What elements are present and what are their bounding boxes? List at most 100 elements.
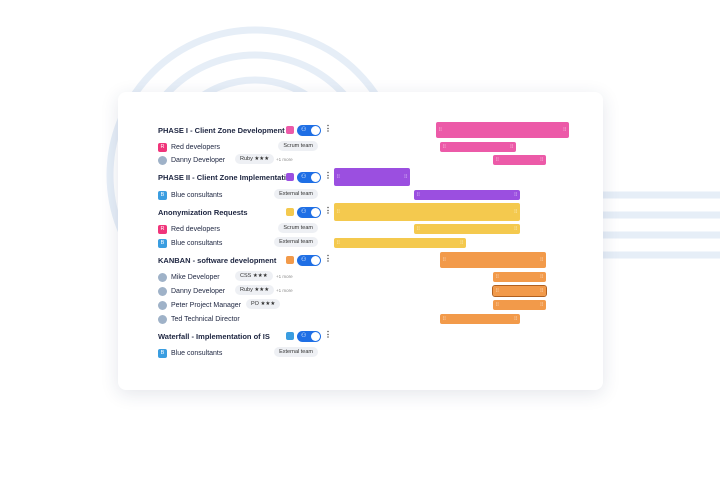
gantt-bar[interactable]: ⁞⁞ ⁞⁞ — [414, 224, 520, 234]
gantt-bar[interactable]: ⁞⁞ ⁞⁞ — [493, 300, 546, 310]
team-badge: B — [158, 348, 167, 358]
row-label: Mike Developer — [171, 273, 220, 281]
person-row[interactable]: Danny Developer — [158, 284, 225, 298]
drag-handle-icon[interactable]: ⁞⁞ — [496, 157, 499, 163]
gantt-bar[interactable]: ⁞⁞ ⁞⁞ — [440, 314, 520, 324]
drag-handle-icon[interactable]: ⁞⁞ — [514, 316, 517, 322]
drag-handle-icon[interactable]: ⁞⁞ — [443, 316, 446, 322]
person-row[interactable]: Ted Technical Director — [158, 312, 240, 326]
avatar — [158, 155, 167, 165]
team-badge: R — [158, 224, 167, 234]
color-swatch[interactable] — [286, 173, 294, 181]
team-toggle[interactable]: ⚇ — [297, 207, 321, 218]
phase-row[interactable]: PHASE I - Client Zone Development ... — [158, 123, 293, 137]
tag-chip: Scrum team — [278, 141, 318, 151]
drag-handle-icon[interactable]: ⁞⁞ — [496, 302, 499, 308]
person-row[interactable]: Peter Project Manager — [158, 298, 241, 312]
gantt-bar[interactable]: ⁞⁞ ⁞⁞ — [440, 142, 516, 152]
drag-handle-icon[interactable]: ⁞⁞ — [540, 302, 543, 308]
more-link[interactable]: +1 more — [276, 274, 293, 279]
avatar — [158, 272, 167, 282]
tag-chip: External team — [274, 347, 318, 357]
color-swatch[interactable] — [286, 126, 294, 134]
gantt-bar[interactable]: ⁞⁞ ⁞⁞ — [334, 238, 466, 248]
gantt-bar[interactable]: ⁞⁞ ⁞⁞ — [334, 168, 410, 186]
team-row[interactable]: B Blue consultants — [158, 188, 222, 202]
avatar — [158, 300, 167, 310]
phase-row[interactable]: KANBAN - software development — [158, 253, 276, 267]
gantt-bar[interactable]: ⁞⁞ ⁞⁞ — [493, 272, 546, 282]
row-label: PHASE II - Client Zone Implementati... — [158, 172, 293, 182]
row-label: Blue consultants — [171, 191, 223, 199]
more-options-icon[interactable]: ⋮ — [324, 206, 332, 215]
drag-handle-icon[interactable]: ⁞⁞ — [540, 257, 543, 263]
more-options-icon[interactable]: ⋮ — [324, 171, 332, 180]
drag-handle-icon[interactable]: ⁞⁞ — [510, 144, 513, 150]
drag-handle-icon[interactable]: ⁞⁞ — [540, 288, 543, 294]
color-swatch[interactable] — [286, 208, 294, 216]
users-icon: ⚇ — [301, 257, 307, 263]
more-link[interactable]: +1 more — [276, 288, 293, 293]
team-row[interactable]: B Blue consultants — [158, 236, 222, 250]
drag-handle-icon[interactable]: ⁞⁞ — [540, 157, 543, 163]
drag-handle-icon[interactable]: ⁞⁞ — [540, 274, 543, 280]
row-label: KANBAN - software development — [158, 255, 277, 265]
drag-handle-icon[interactable]: ⁞⁞ — [337, 174, 340, 180]
more-options-icon[interactable]: ⋮ — [324, 124, 332, 133]
drag-handle-icon[interactable]: ⁞⁞ — [496, 288, 499, 294]
drag-handle-icon[interactable]: ⁞⁞ — [439, 127, 442, 133]
row-label: Danny Developer — [171, 287, 226, 295]
team-toggle[interactable]: ⚇ — [297, 125, 321, 136]
drag-handle-icon[interactable]: ⁞⁞ — [460, 240, 463, 246]
gantt-bar[interactable]: ⁞⁞ ⁞⁞ — [440, 252, 546, 268]
users-icon: ⚇ — [301, 174, 307, 180]
drag-handle-icon[interactable]: ⁞⁞ — [417, 226, 420, 232]
team-badge: R — [158, 142, 167, 152]
color-swatch[interactable] — [286, 332, 294, 340]
team-row[interactable]: B Blue consultants — [158, 346, 222, 360]
row-label: PHASE I - Client Zone Development ... — [158, 125, 294, 135]
team-toggle[interactable]: ⚇ — [297, 331, 321, 342]
row-label: Ted Technical Director — [171, 315, 240, 323]
phase-row[interactable]: PHASE II - Client Zone Implementati... — [158, 170, 292, 184]
tag-chip: External team — [274, 189, 318, 199]
drag-handle-icon[interactable]: ⁞⁞ — [337, 240, 340, 246]
phase-row[interactable]: Waterfall - Implementation of IS — [158, 329, 270, 343]
drag-handle-icon[interactable]: ⁞⁞ — [337, 209, 340, 215]
gantt-bar[interactable]: ⁞⁞ ⁞⁞ — [493, 155, 546, 165]
person-row[interactable]: Mike Developer — [158, 270, 220, 284]
more-link[interactable]: +1 more — [276, 157, 293, 162]
drag-handle-icon[interactable]: ⁞⁞ — [443, 144, 446, 150]
row-label: Blue consultants — [171, 239, 223, 247]
row-label: Red developers — [171, 143, 221, 151]
team-toggle[interactable]: ⚇ — [297, 255, 321, 266]
drag-handle-icon[interactable]: ⁞⁞ — [443, 257, 446, 263]
drag-handle-icon[interactable]: ⁞⁞ — [514, 192, 517, 198]
row-label: Red developers — [171, 225, 221, 233]
phase-row[interactable]: Anonymization Requests — [158, 205, 248, 219]
team-toggle[interactable]: ⚇ — [297, 172, 321, 183]
row-label: Peter Project Manager — [171, 301, 242, 309]
tag-chip: CSS ★★★ — [235, 271, 273, 281]
drag-handle-icon[interactable]: ⁞⁞ — [417, 192, 420, 198]
gantt-bar[interactable]: ⁞⁞ ⁞⁞ — [414, 190, 520, 200]
team-row[interactable]: R Red developers — [158, 222, 220, 236]
row-label: Anonymization Requests — [158, 207, 248, 217]
drag-handle-icon[interactable]: ⁞⁞ — [563, 127, 566, 133]
row-label: Danny Developer — [171, 156, 226, 164]
gantt-bar[interactable]: ⁞⁞ ⁞⁞ — [436, 122, 569, 138]
more-options-icon[interactable]: ⋮ — [324, 330, 332, 339]
more-options-icon[interactable]: ⋮ — [324, 254, 332, 263]
drag-handle-icon[interactable]: ⁞⁞ — [496, 274, 499, 280]
team-row[interactable]: R Red developers — [158, 140, 220, 154]
color-swatch[interactable] — [286, 256, 294, 264]
drag-handle-icon[interactable]: ⁞⁞ — [514, 209, 517, 215]
drag-handle-icon[interactable]: ⁞⁞ — [404, 174, 407, 180]
person-row[interactable]: Danny Developer — [158, 153, 225, 167]
gantt-bar[interactable]: ⁞⁞ ⁞⁞ — [334, 203, 520, 221]
tag-chip: Ruby ★★★ — [235, 285, 275, 295]
gantt-bar[interactable]: ⁞⁞ ⁞⁞ — [492, 285, 547, 297]
users-icon: ⚇ — [301, 209, 307, 215]
drag-handle-icon[interactable]: ⁞⁞ — [514, 226, 517, 232]
team-badge: B — [158, 190, 167, 200]
